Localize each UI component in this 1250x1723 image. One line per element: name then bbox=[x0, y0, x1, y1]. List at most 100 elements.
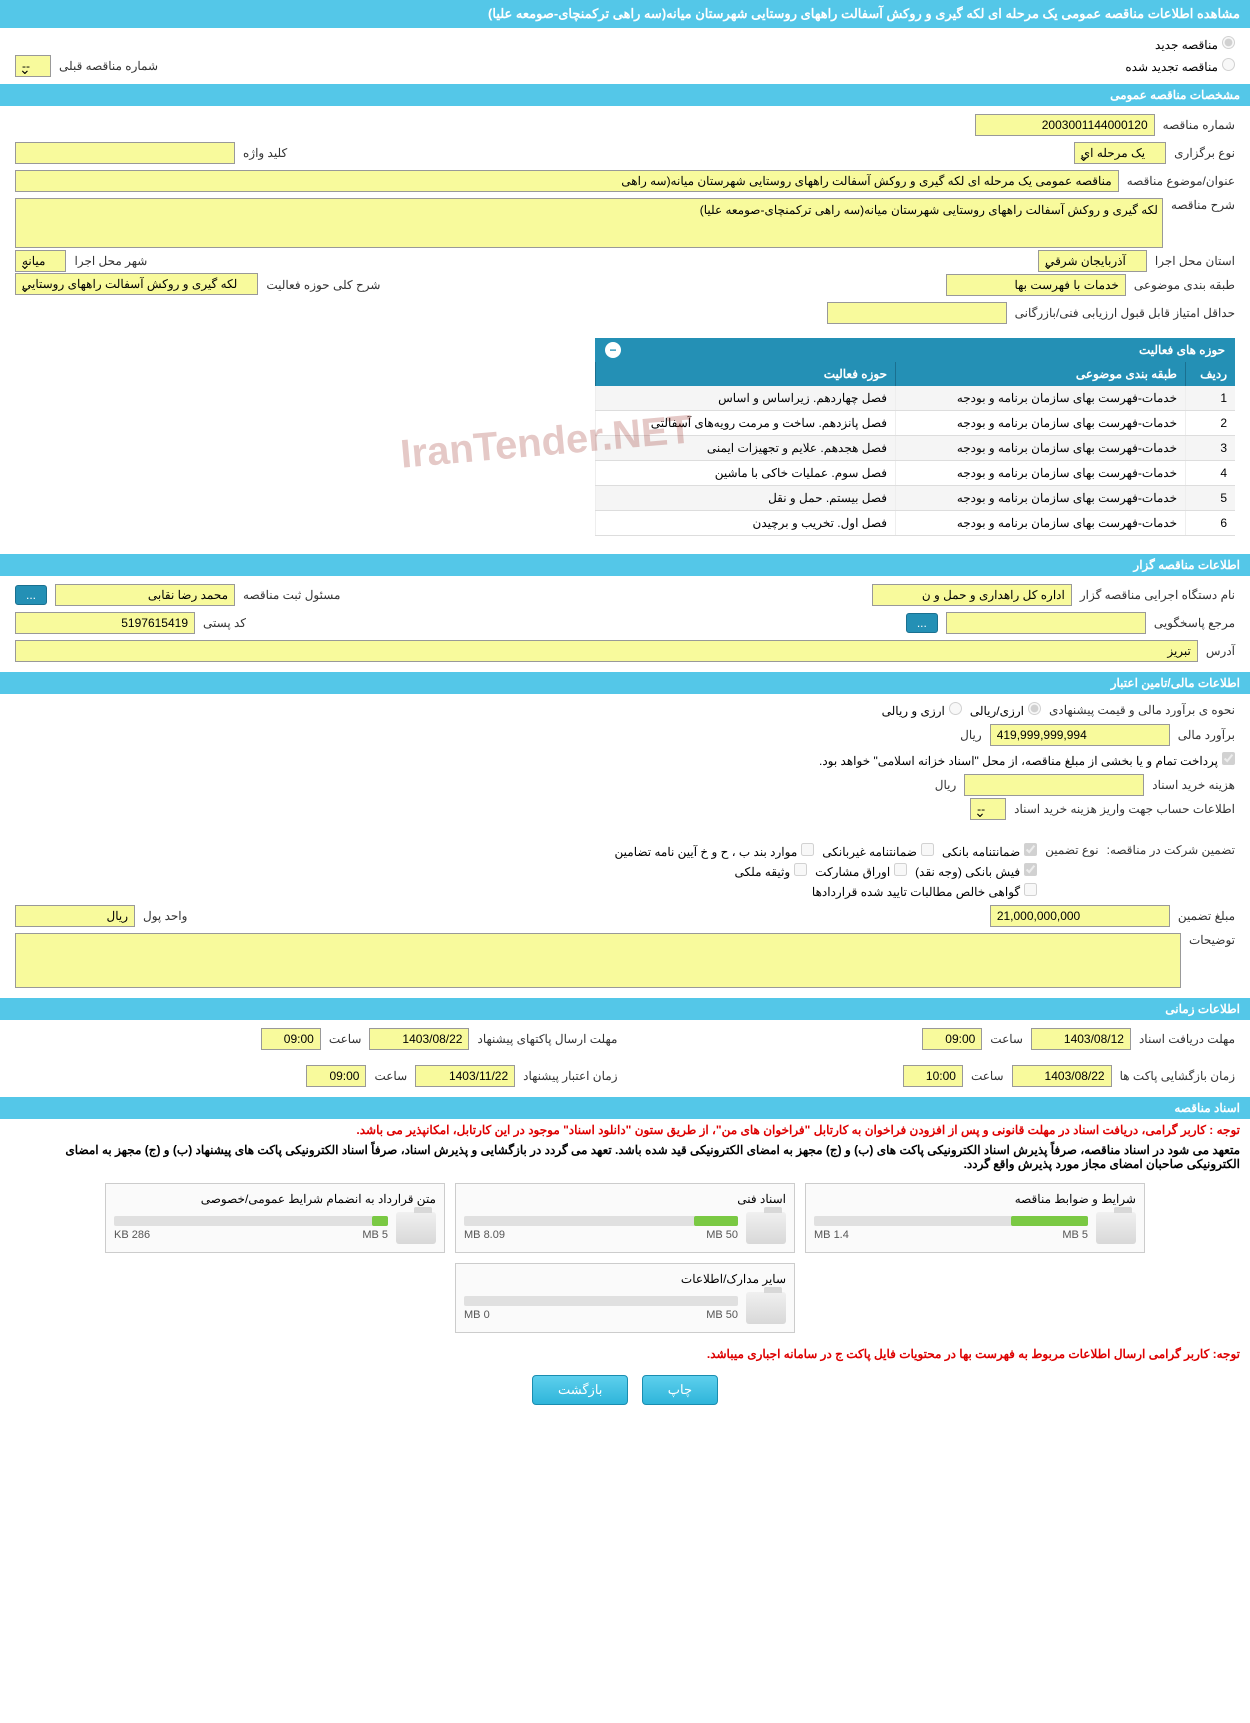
chk-receivables[interactable]: گواهی خالص مطالبات تایید شده قراردادها bbox=[812, 883, 1037, 899]
opening-date: 1403/08/22 bbox=[1012, 1065, 1112, 1087]
deposit-account-label: اطلاعات حساب جهت واریز هزینه خرید اسناد bbox=[1014, 802, 1235, 816]
estimate-method-label: نحوه ی برآورد مالی و قیمت پیشنهادی bbox=[1049, 703, 1235, 717]
estimate-amount-label: برآورد مالی bbox=[1178, 728, 1235, 742]
file-progress bbox=[464, 1216, 738, 1226]
chk-nonbank-guarantee[interactable]: ضمانتنامه غیربانکی bbox=[822, 843, 934, 859]
radio-rial[interactable]: ارزی/ریالی bbox=[970, 702, 1041, 718]
response-input[interactable] bbox=[946, 612, 1146, 634]
tender-number-label: شماره مناقصه bbox=[1163, 118, 1235, 132]
file-card[interactable]: اسناد فنی50 MB8.09 MB bbox=[455, 1183, 795, 1253]
tender-number-value: 2003001144000120 bbox=[975, 114, 1155, 136]
remarks-textarea[interactable] bbox=[15, 933, 1181, 988]
file-card[interactable]: سایر مدارک/اطلاعات50 MB0 MB bbox=[455, 1263, 795, 1333]
opening-label: زمان بازگشایی پاکت ها bbox=[1120, 1069, 1235, 1083]
validity-label: زمان اعتبار پیشنهاد bbox=[523, 1069, 617, 1083]
chk-receivables-label: گواهی خالص مطالبات تایید شده قراردادها bbox=[812, 885, 1020, 899]
chk-cash-label: فیش بانکی (وجه نقد) bbox=[915, 865, 1020, 879]
table-row: 1خدمات-فهرست بهای سازمان برنامه و بودجهف… bbox=[595, 386, 1235, 411]
cell-scope: فصل سوم. عملیات خاکی با ماشین bbox=[595, 461, 895, 485]
file-used: 286 KB bbox=[114, 1229, 150, 1241]
cell-cat: خدمات-فهرست بهای سازمان برنامه و بودجه bbox=[895, 411, 1185, 435]
guarantee-amount: 21,000,000,000 bbox=[990, 905, 1170, 927]
collapse-icon[interactable]: − bbox=[605, 342, 621, 358]
doc-receive-date: 1403/08/12 bbox=[1031, 1028, 1131, 1050]
radio-new-tender[interactable]: مناقصه جدید bbox=[1155, 36, 1235, 52]
min-score-input[interactable] bbox=[827, 302, 1007, 324]
city-label: شهر محل اجرا bbox=[74, 254, 147, 268]
print-button[interactable]: چاپ bbox=[642, 1375, 718, 1405]
validity-date: 1403/11/22 bbox=[415, 1065, 515, 1087]
cell-n: 2 bbox=[1185, 411, 1235, 435]
file-card[interactable]: متن قرارداد به انضمام شرایط عمومی/خصوصی5… bbox=[105, 1183, 445, 1253]
chk-cases-label: موارد بند ب ، ح و خ آیین نامه تضامین bbox=[615, 845, 798, 859]
tender-mode-group: مناقصه جدید bbox=[15, 36, 1235, 52]
prev-number-select[interactable]: -- bbox=[15, 55, 51, 77]
registrar-label: مسئول ثبت مناقصه bbox=[243, 588, 340, 602]
proposal-send-time: 09:00 bbox=[261, 1028, 321, 1050]
cell-scope: فصل چهاردهم. زیراساس و اساس bbox=[595, 386, 895, 410]
chk-cases[interactable]: موارد بند ب ، ح و خ آیین نامه تضامین bbox=[615, 843, 815, 859]
file-progress bbox=[114, 1216, 388, 1226]
table-row: 3خدمات-فهرست بهای سازمان برنامه و بودجهف… bbox=[595, 436, 1235, 461]
col-row: ردیف bbox=[1185, 362, 1235, 386]
file-card[interactable]: شرایط و ضوابط مناقصه5 MB1.4 MB bbox=[805, 1183, 1145, 1253]
province-select[interactable]: آذربایجان شرقی bbox=[1038, 250, 1147, 272]
file-used: 1.4 MB bbox=[814, 1229, 849, 1241]
chk-securities[interactable]: اوراق مشارکت bbox=[815, 863, 907, 879]
registrar-more-button[interactable]: ... bbox=[15, 585, 47, 605]
chk-bank-guarantee[interactable]: ضمانتنامه بانکی bbox=[942, 843, 1037, 859]
files-grid: شرایط و ضوابط مناقصه5 MB1.4 MBاسناد فنی5… bbox=[0, 1173, 1250, 1343]
description-textarea: لکه گیری و روکش آسفالت راههای روستایی شه… bbox=[15, 198, 1163, 248]
cell-scope: فصل اول. تخریب و برچیدن bbox=[595, 511, 895, 535]
file-progress bbox=[464, 1296, 738, 1306]
section-timing: اطلاعات زمانی bbox=[0, 998, 1250, 1020]
cell-cat: خدمات-فهرست بهای سازمان برنامه و بودجه bbox=[895, 386, 1185, 410]
file-total: 5 MB bbox=[1062, 1229, 1088, 1241]
city-select[interactable]: میانه bbox=[15, 250, 66, 272]
guarantee-amount-label: مبلغ تضمین bbox=[1178, 909, 1235, 923]
cell-scope: فصل بیستم. حمل و نقل bbox=[595, 486, 895, 510]
activity-scope-select[interactable]: لکه گیری و روکش آسفالت راههای روستایی bbox=[15, 273, 258, 295]
validity-time: 09:00 bbox=[306, 1065, 366, 1087]
keyword-label: کلید واژه bbox=[243, 146, 287, 160]
doc-cost-input[interactable] bbox=[964, 774, 1144, 796]
response-label: مرجع پاسخگویی bbox=[1154, 616, 1235, 630]
cell-n: 4 bbox=[1185, 461, 1235, 485]
section-general: مشخصات مناقصه عمومی bbox=[0, 84, 1250, 106]
file-used: 0 MB bbox=[464, 1309, 490, 1321]
doc-cost-label: هزینه خرید اسناد bbox=[1152, 778, 1235, 792]
section-financial: اطلاعات مالی/تامین اعتبار bbox=[0, 672, 1250, 694]
title-label: عنوان/موضوع مناقصه bbox=[1127, 174, 1235, 188]
chk-deed-label: وثیقه ملکی bbox=[735, 865, 791, 879]
chk-nonbank-label: ضمانتنامه غیربانکی bbox=[822, 845, 917, 859]
address-label: آدرس bbox=[1206, 644, 1235, 658]
radio-currency[interactable]: ارزی و ریالی bbox=[882, 702, 962, 718]
cell-scope: فصل هجدهم. علایم و تجهیزات ایمنی bbox=[595, 436, 895, 460]
chk-deed[interactable]: وثیقه ملکی bbox=[735, 863, 808, 879]
cell-n: 1 bbox=[1185, 386, 1235, 410]
category-value: خدمات با فهرست بها bbox=[946, 274, 1126, 296]
rial-unit-1: ریال bbox=[960, 728, 982, 742]
exec-label: نام دستگاه اجرایی مناقصه گزار bbox=[1080, 588, 1235, 602]
response-more-button[interactable]: ... bbox=[906, 613, 938, 633]
category-label: طبقه بندی موضوعی bbox=[1134, 278, 1235, 292]
page-title: مشاهده اطلاعات مناقصه عمومی یک مرحله ای … bbox=[0, 0, 1250, 28]
activity-scope-label: شرح کلی حوزه فعالیت bbox=[266, 278, 380, 292]
back-button[interactable]: بازگشت bbox=[532, 1375, 628, 1405]
proposal-send-label: مهلت ارسال پاکتهای پیشنهاد bbox=[477, 1032, 617, 1046]
treasury-checkbox[interactable]: پرداخت تمام و یا بخشی از مبلغ مناقصه، از… bbox=[819, 752, 1235, 768]
chk-cash[interactable]: فیش بانکی (وجه نقد) bbox=[915, 863, 1037, 879]
radio-new-label: مناقصه جدید bbox=[1155, 38, 1218, 52]
notice-download: توجه : کاربر گرامی، دریافت اسناد در مهلت… bbox=[0, 1119, 1250, 1141]
file-progress bbox=[814, 1216, 1088, 1226]
notice-footer: توجه: کاربر گرامی ارسال اطلاعات مربوط به… bbox=[0, 1343, 1250, 1365]
radio-renewed-tender[interactable]: مناقصه تجدید شده bbox=[1125, 58, 1235, 74]
cell-cat: خدمات-فهرست بهای سازمان برنامه و بودجه bbox=[895, 511, 1185, 535]
tender-type-select[interactable]: یک مرحله ای bbox=[1074, 142, 1166, 164]
title-input: مناقصه عمومی یک مرحله ای لکه گیری و روکش… bbox=[15, 170, 1119, 192]
radio-currency-label: ارزی و ریالی bbox=[882, 704, 945, 718]
deposit-account-select[interactable]: -- bbox=[970, 798, 1006, 820]
keyword-input[interactable] bbox=[15, 142, 235, 164]
proposal-send-date: 1403/08/22 bbox=[369, 1028, 469, 1050]
file-title: متن قرارداد به انضمام شرایط عمومی/خصوصی bbox=[114, 1192, 436, 1206]
